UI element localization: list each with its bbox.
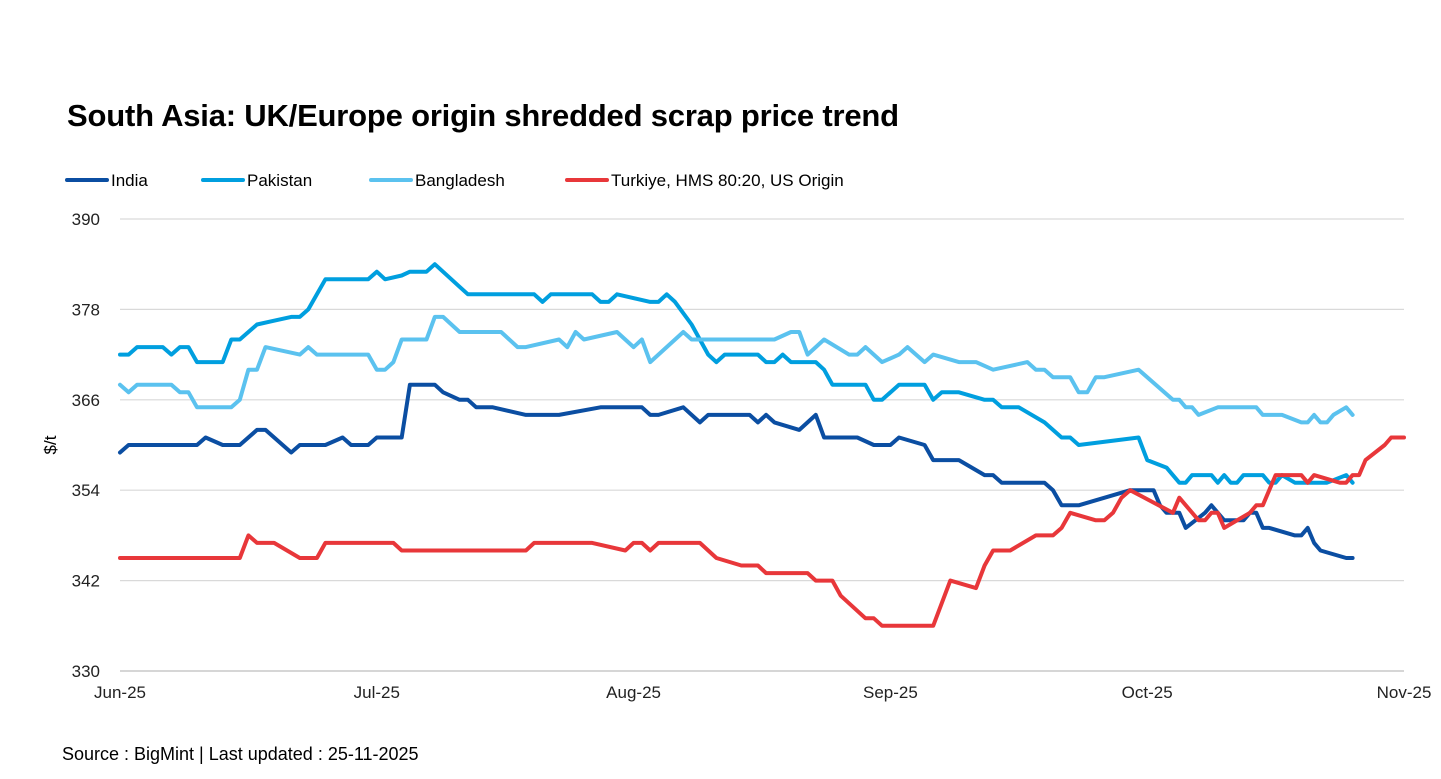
y-tick-label: 342 <box>72 572 100 591</box>
y-tick-label: 390 <box>72 210 100 229</box>
y-tick-label: 330 <box>72 662 100 681</box>
y-axis-label: $/t <box>41 435 60 454</box>
legend-label: Turkiye, HMS 80:20, US Origin <box>611 171 844 190</box>
legend-label: Bangladesh <box>415 171 505 190</box>
series-line-pakistan <box>118 262 1355 485</box>
x-tick-label: Nov-25 <box>1377 683 1432 702</box>
y-axis-ticks: 330 342 354 366 378 390 <box>72 210 100 681</box>
legend-label: India <box>111 171 148 190</box>
source-note: Source : BigMint | Last updated : 25-11-… <box>62 744 419 764</box>
x-tick-label: Jun-25 <box>94 683 146 702</box>
legend-label: Pakistan <box>247 171 312 190</box>
x-tick-label: Oct-25 <box>1122 683 1173 702</box>
legend: India Pakistan Bangladesh Turkiye, HMS 80:2… <box>65 171 844 190</box>
series-lines <box>118 262 1406 628</box>
y-tick-label: 354 <box>72 481 100 500</box>
series-line-bangladesh <box>118 314 1355 425</box>
series-line-turkiye <box>118 435 1406 628</box>
chart-title: South Asia: UK/Europe origin shredded sc… <box>67 98 899 133</box>
x-tick-label: Aug-25 <box>606 683 661 702</box>
y-tick-label: 378 <box>72 300 100 319</box>
x-tick-label: Jul-25 <box>354 683 400 702</box>
x-axis-ticks: Jun-25 Jul-25 Aug-25 Sep-25 Oct-25 Nov-25 <box>94 683 1431 702</box>
gridlines <box>120 218 1404 672</box>
x-tick-label: Sep-25 <box>863 683 918 702</box>
y-tick-label: 366 <box>72 391 100 410</box>
